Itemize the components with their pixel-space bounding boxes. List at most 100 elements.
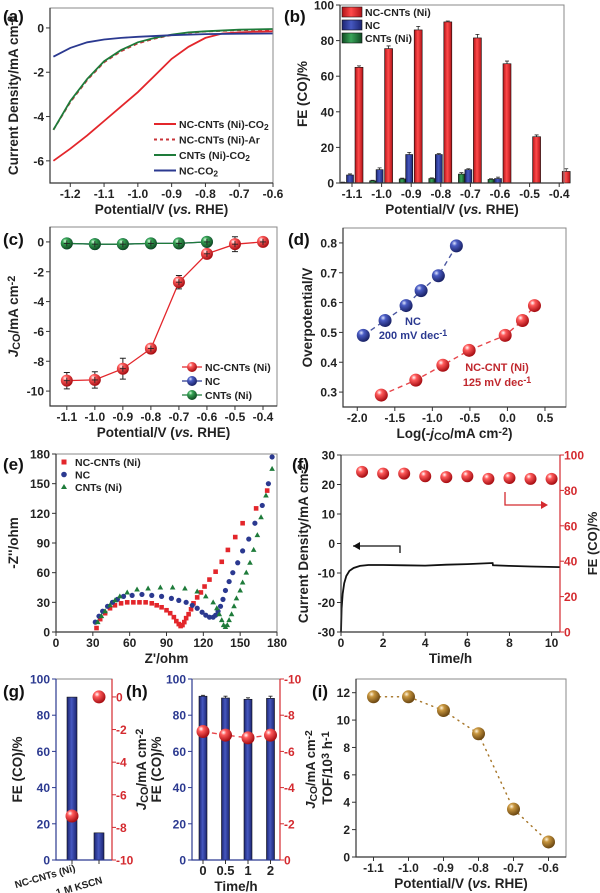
bar xyxy=(66,696,78,861)
data-point xyxy=(214,605,220,611)
series-nc-cnts-ni-co-2- xyxy=(52,30,274,162)
y-tick-label: 0 xyxy=(343,851,350,865)
x-tick-label: 2 xyxy=(267,863,274,878)
error-bar xyxy=(386,45,391,49)
bar xyxy=(473,37,482,184)
data-point xyxy=(174,618,179,624)
data-point xyxy=(374,388,388,402)
panel-i: (i) -1.1 -1.0 -0.9 -0.8 -0.7 -0.6 Potential/V (… xyxy=(312,678,567,891)
annotation: NC-CNT (Ni) xyxy=(465,362,529,374)
data-point xyxy=(527,299,541,313)
data-point xyxy=(219,559,225,565)
y-tick-label: 30 xyxy=(37,596,51,610)
axis-line xyxy=(49,8,273,184)
error-bar-cap xyxy=(119,241,126,248)
x-axis-title: Log(-jCO/mA cm-2) xyxy=(396,426,512,443)
data-point xyxy=(378,313,392,327)
panel-h: (h) 0 0.5 1 2 Time/h 0 20 40 60 80 100 FE (CO)/% 0 -2 -… xyxy=(126,673,320,893)
x-tick-label: 150 xyxy=(230,636,250,650)
plot-area xyxy=(92,454,275,631)
y-tick-label: 60 xyxy=(37,745,51,759)
y-tick-label: 0.7 xyxy=(320,266,337,280)
arrow-head xyxy=(353,542,360,550)
x-tick-label: 10 xyxy=(545,636,559,650)
data-point xyxy=(414,284,428,298)
x-tick-label: -0.7 xyxy=(169,410,190,424)
x-tick-label: -0.6 xyxy=(538,861,559,875)
y-axis-title: JCO/mA cm-2 xyxy=(6,276,23,358)
error-bar-cap xyxy=(147,345,154,352)
legend: NC-CNTs (Ni) NC CNTs (Ni) xyxy=(182,362,271,402)
arrow-right-axis xyxy=(504,492,544,506)
series-current-density xyxy=(340,562,561,633)
x-tick-label: 0.5 xyxy=(537,411,554,425)
x-tick-label: -1.1 xyxy=(342,187,363,201)
plot-frame xyxy=(49,226,278,407)
x-tick-label: 4 xyxy=(422,636,429,650)
error-bar xyxy=(201,694,205,697)
bar xyxy=(434,154,443,184)
data-point xyxy=(449,239,463,253)
x-tick-label: -1.1 xyxy=(56,410,77,424)
data-point xyxy=(131,600,136,605)
legend-label: NC xyxy=(205,376,221,388)
data-point xyxy=(246,536,252,542)
bar xyxy=(413,29,423,184)
data-point xyxy=(254,532,261,538)
y-tick-label: 0.6 xyxy=(320,296,337,310)
x-tick-label: -1.0 xyxy=(84,410,105,424)
y-tick-label: 0 xyxy=(43,626,50,640)
x-tick-label: -1.1 xyxy=(363,861,384,875)
y-tick-label: -10 xyxy=(318,567,336,581)
error-bar-cap xyxy=(203,238,210,245)
x-axis-title: Time/h xyxy=(429,651,472,666)
series-nc-cnts-ni- xyxy=(60,235,269,390)
data-point xyxy=(198,590,204,595)
bar xyxy=(532,136,541,184)
data-point xyxy=(264,728,277,742)
bar xyxy=(494,178,502,184)
x-tick-label: -0.6 xyxy=(263,187,284,201)
legend-label: CNTs (Ni) xyxy=(365,33,412,45)
plot-area xyxy=(356,239,541,402)
data-point xyxy=(196,724,210,738)
legend-swatch xyxy=(187,362,197,372)
y-tick-label: 60 xyxy=(321,70,335,84)
x-tick-label: 2 xyxy=(380,636,387,650)
data-point xyxy=(247,559,253,565)
data-point xyxy=(419,470,432,483)
bar xyxy=(464,169,473,184)
x-tick-label: -0.7 xyxy=(229,187,250,201)
legend-label: NC-CNTs (Ni) xyxy=(365,7,431,19)
y-axis-title: Current Density/mA cm-2 xyxy=(6,16,21,175)
data-point xyxy=(157,584,164,590)
x-tick-label: 0 xyxy=(53,636,60,650)
y-axis-title: FE (CO)/% xyxy=(295,61,310,127)
error-bar xyxy=(489,178,493,180)
y-tick-label: 90 xyxy=(37,537,51,551)
y-tick-label: 100 xyxy=(30,673,50,687)
error-bar xyxy=(475,33,480,38)
data-point xyxy=(252,520,258,526)
error-bar xyxy=(496,176,500,179)
data-point xyxy=(269,465,275,471)
y2-tick-label: -6 xyxy=(116,788,127,802)
error-bar-cap xyxy=(91,376,98,383)
legend-label: NC-CNTs (Ni) xyxy=(205,362,271,374)
legend-swatch xyxy=(341,6,363,18)
legend-swatch xyxy=(61,484,67,489)
x-tick-label: 120 xyxy=(193,636,213,650)
annotation: NC xyxy=(405,316,421,328)
data-point xyxy=(65,809,79,823)
data-point xyxy=(194,595,200,600)
data-point xyxy=(218,617,225,623)
y-tick-label: 20 xyxy=(321,141,335,155)
data-point xyxy=(542,835,555,849)
bar xyxy=(384,48,393,184)
panel-label: (h) xyxy=(126,682,148,701)
data-point xyxy=(240,548,246,554)
x-tick-label: -0.9 xyxy=(401,187,422,201)
arrow-head xyxy=(541,501,548,509)
x-tick-label: 0 xyxy=(338,636,345,650)
